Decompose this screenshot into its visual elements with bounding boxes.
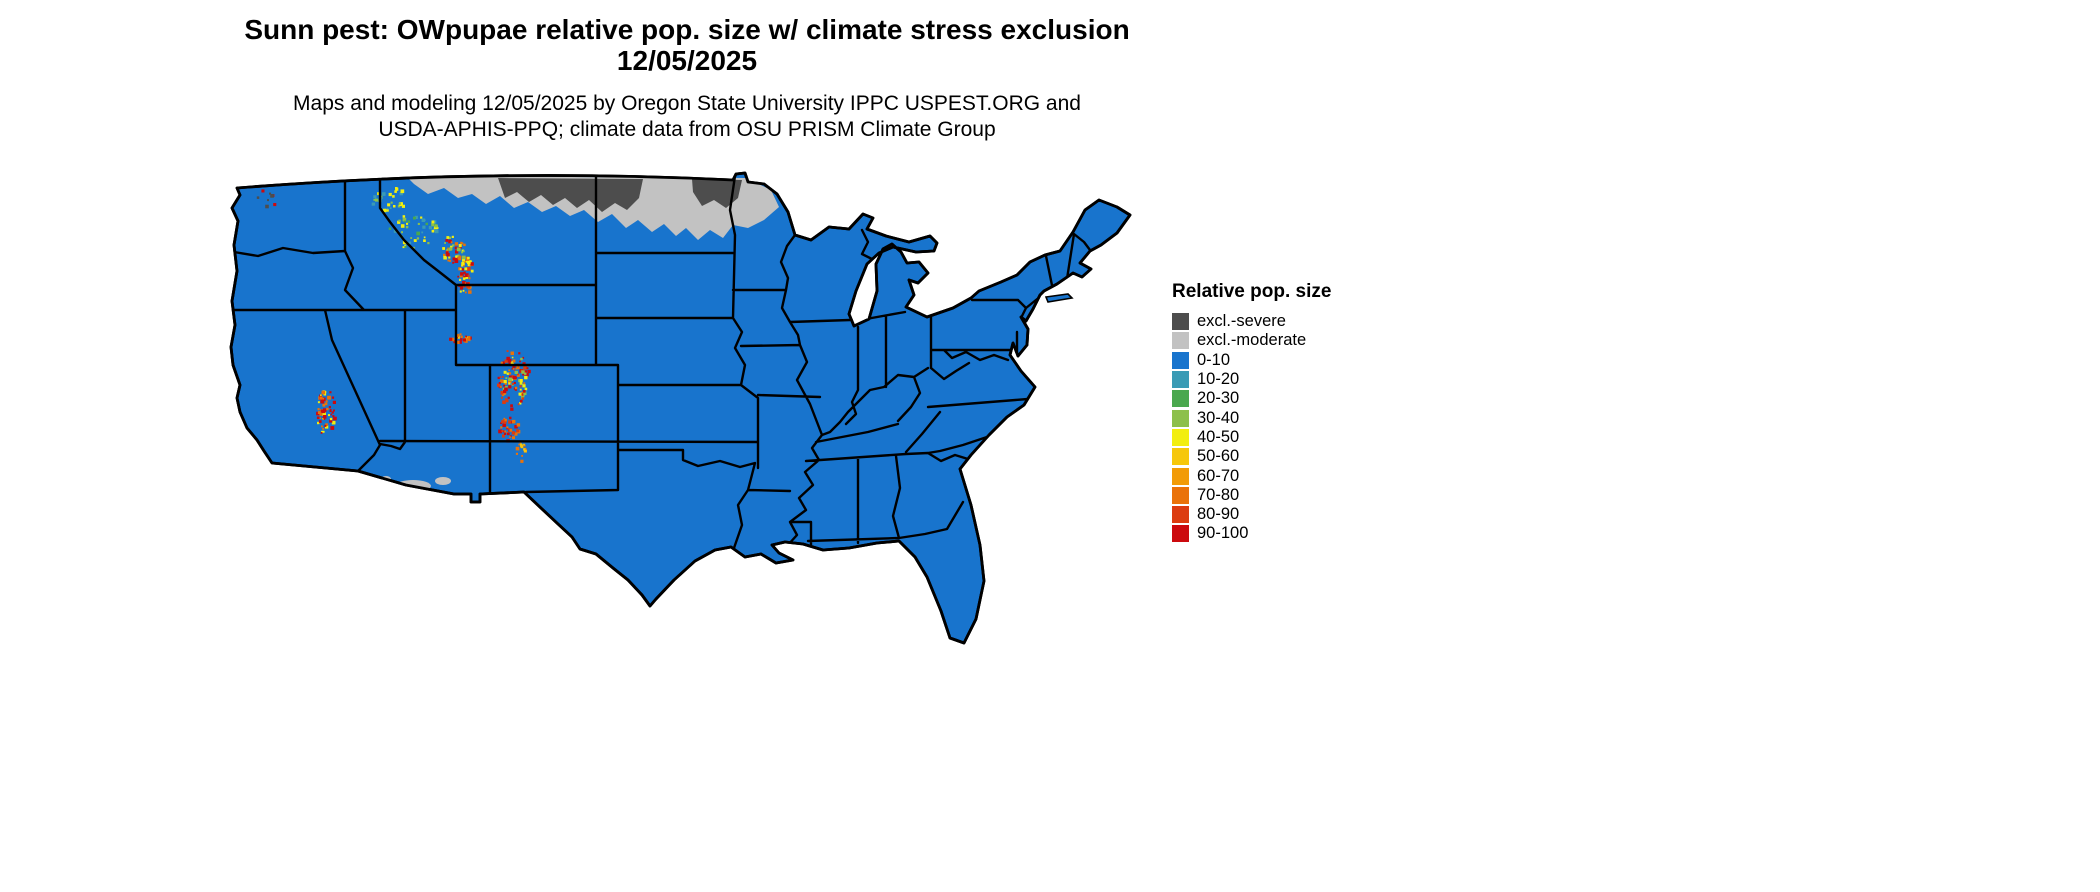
legend-swatch bbox=[1172, 351, 1189, 369]
header: Sunn pest: OWpupae relative pop. size w/… bbox=[0, 14, 1374, 143]
legend-swatch bbox=[1172, 448, 1189, 466]
legend-entry: 70-80 bbox=[1172, 486, 1392, 505]
legend-swatch bbox=[1172, 486, 1189, 504]
legend-entry: 40-50 bbox=[1172, 428, 1392, 447]
legend-label: 90-100 bbox=[1197, 524, 1249, 543]
legend-label: 0-10 bbox=[1197, 350, 1231, 369]
map-speckles bbox=[256, 187, 531, 463]
legend-label: 70-80 bbox=[1197, 485, 1240, 504]
legend-entry: excl.-moderate bbox=[1172, 331, 1392, 350]
map-legend: Relative pop. size excl.-severe excl.-mod… bbox=[1172, 281, 1392, 544]
subtitle-line1: Maps and modeling 12/05/2025 by Oregon S… bbox=[293, 92, 1081, 115]
legend-entry: 90-100 bbox=[1172, 524, 1392, 543]
legend-label: excl.-severe bbox=[1197, 312, 1286, 331]
legend-label: 10-20 bbox=[1197, 370, 1240, 389]
legend-entry: 60-70 bbox=[1172, 466, 1392, 485]
subtitle: Maps and modeling 12/05/2025 by Oregon S… bbox=[0, 91, 1374, 143]
us-map-container bbox=[228, 150, 1148, 670]
legend-swatch bbox=[1172, 313, 1189, 331]
legend-entry: 50-60 bbox=[1172, 447, 1392, 466]
legend-label: 80-90 bbox=[1197, 505, 1240, 524]
legend-label: 50-60 bbox=[1197, 447, 1240, 466]
legend-swatch bbox=[1172, 525, 1189, 543]
legend-swatch bbox=[1172, 332, 1189, 350]
map-state-borders bbox=[231, 173, 1092, 550]
legend-entry: 20-30 bbox=[1172, 389, 1392, 408]
legend-label: excl.-moderate bbox=[1197, 331, 1307, 350]
legend-entry: 10-20 bbox=[1172, 370, 1392, 389]
legend-swatch bbox=[1172, 467, 1189, 485]
legend-swatch bbox=[1172, 371, 1189, 389]
page-title-line1: Sunn pest: OWpupae relative pop. size w/… bbox=[244, 14, 1130, 45]
legend-entry: 0-10 bbox=[1172, 351, 1392, 370]
us-map bbox=[229, 171, 1132, 645]
legend-entries: excl.-severe excl.-moderate 0-10 10-20 20-30… bbox=[1172, 312, 1392, 544]
map-exclusion-moderate bbox=[406, 176, 779, 240]
legend-label: 30-40 bbox=[1197, 408, 1240, 427]
legend-entry: 80-90 bbox=[1172, 505, 1392, 524]
legend-swatch bbox=[1172, 409, 1189, 427]
subtitle-line2: USDA-APHIS-PPQ; climate data from OSU PR… bbox=[378, 118, 996, 141]
legend-swatch bbox=[1172, 428, 1189, 446]
long-island bbox=[1044, 293, 1074, 303]
legend-label: 40-50 bbox=[1197, 427, 1240, 446]
legend-entry: excl.-severe bbox=[1172, 312, 1392, 331]
page-title-line2: 12/05/2025 bbox=[616, 45, 758, 76]
legend-label: 60-70 bbox=[1197, 466, 1240, 485]
legend-entry: 30-40 bbox=[1172, 408, 1392, 427]
legend-title: Relative pop. size bbox=[1172, 281, 1332, 302]
legend-swatch bbox=[1172, 390, 1189, 408]
legend-swatch bbox=[1172, 506, 1189, 524]
map-exclusion-severe bbox=[498, 178, 742, 212]
legend-label: 20-30 bbox=[1197, 389, 1240, 408]
